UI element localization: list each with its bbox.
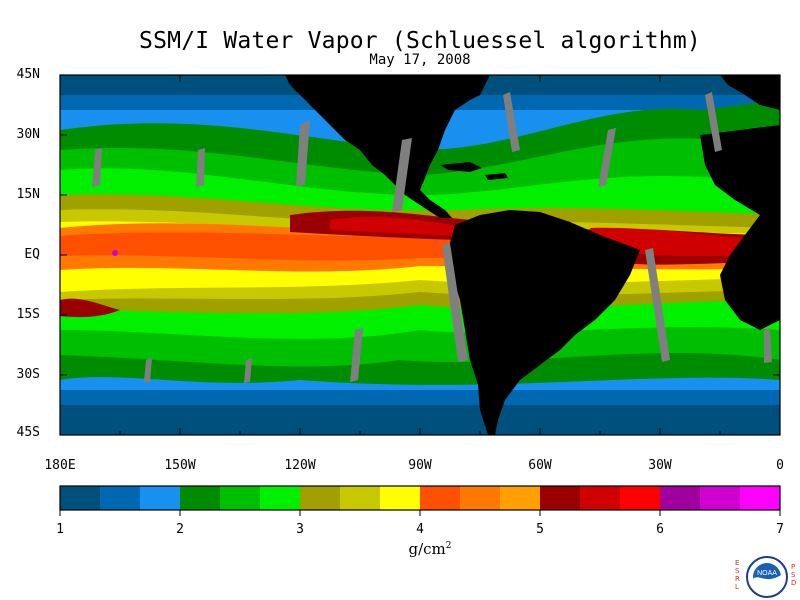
lon-label: 150W [164,458,196,473]
lat-label: 30N [16,127,40,142]
colorbar-swatch [340,486,381,510]
logo-letter: S [735,567,740,575]
colorbar-swatch [620,486,661,510]
colorbar-swatch [300,486,341,510]
map-date: May 17, 2008 [369,52,471,68]
colorbar-swatch [740,486,781,510]
units-base: g/cm [408,540,446,558]
logo-letters-right: P S D [791,563,797,587]
colorbar-swatch [100,486,141,510]
logo-agency-text: NOAA [757,570,777,577]
noaa-logo: E S R L NOAA P S D [733,555,799,599]
colorbar-tick-label: 4 [416,522,424,537]
colorbar-swatch [420,486,461,510]
logo-letter: L [735,583,739,591]
lat-label: 45S [16,425,40,440]
colorbar-swatch [660,486,701,510]
lon-label: 0 [776,458,784,473]
colorbar-swatch [500,486,541,510]
colorbar-swatch [220,486,261,510]
colorbar-tick-label: 7 [776,522,784,537]
lat-label: 15S [16,307,40,322]
colorbar-tick-label: 2 [176,522,184,537]
logo-letter: D [791,579,797,587]
colorbar-swatch [460,486,501,510]
colorbar-swatch [140,486,181,510]
missing-swaths [92,92,772,383]
logo-letter: R [735,575,740,583]
lon-ticks [59,75,781,435]
colorbar-tick-label: 5 [536,522,544,537]
map-title: SSM/I Water Vapor (Schluessel algorithm) [139,28,701,54]
lon-label: 60W [528,458,552,473]
colorbar-swatch [540,486,581,510]
colorbar-swatch [180,486,221,510]
lat-label: EQ [24,247,40,262]
land-masses [285,75,780,435]
lat-label: 15N [16,187,40,202]
lon-label: 30W [648,458,672,473]
colorbar-units: g/cm2 [390,540,470,558]
colorbar-frame [59,485,781,511]
colorbar-tick-label: 1 [56,522,64,537]
colorbar-tick-label: 3 [296,522,304,537]
logo-letter: P [791,563,796,571]
lat-label: 30S [16,367,40,382]
colorbar [59,486,781,516]
lat-label: 45N [16,67,40,82]
logo-letter: S [791,571,796,579]
logo-letter: E [735,559,740,567]
lon-label: 120W [284,458,316,473]
noaa-emblem-icon: NOAA [746,556,788,598]
units-exponent: 2 [445,541,452,551]
colorbar-swatch [380,486,421,510]
map-area [60,75,780,435]
colorbar-tick-label: 6 [656,522,664,537]
colorbar-swatch [60,486,101,510]
lon-label: 90W [408,458,432,473]
colorbar-swatch [580,486,621,510]
lat-ticks [60,74,780,436]
colorbar-swatch [700,486,741,510]
logo-letters-left: E S R L [735,559,741,591]
colorbar-swatch [260,486,301,510]
lon-label: 180E [44,458,76,473]
